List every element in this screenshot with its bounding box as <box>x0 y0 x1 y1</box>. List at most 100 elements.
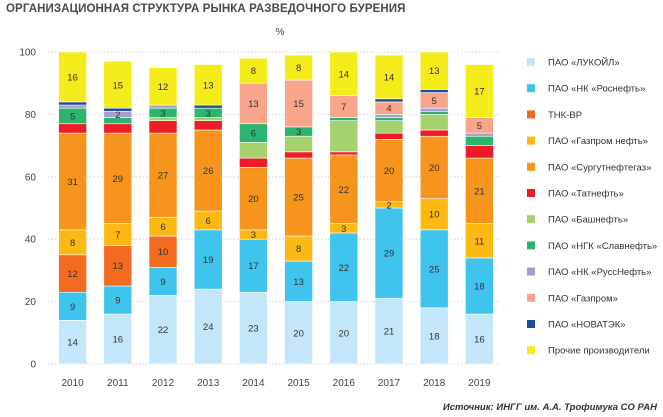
data-label: 22 <box>339 185 350 196</box>
data-label: 10 <box>429 210 440 221</box>
data-label: 9 <box>70 302 75 313</box>
legend-swatch <box>527 84 535 93</box>
bar-segment <box>239 142 268 159</box>
data-label: 3 <box>296 127 301 138</box>
bar-segment <box>419 89 449 93</box>
data-label: 16 <box>113 335 124 346</box>
data-label: 23 <box>248 324 259 335</box>
legend-swatch <box>527 110 535 119</box>
data-label: 20 <box>293 328 304 339</box>
x-tick-label: 2019 <box>468 378 491 389</box>
bar-segment <box>239 167 268 231</box>
bar-segment <box>58 51 87 103</box>
bar-segment <box>193 229 223 290</box>
bar-segment <box>284 54 313 81</box>
legend-label: ПАО «НК «РуссНефть» <box>548 267 651 278</box>
y-tick-label: 60 <box>25 172 37 183</box>
data-label: 2 <box>386 200 391 211</box>
legend-label: ПАО «Татнефть» <box>548 189 624 200</box>
data-label: 22 <box>158 325 169 336</box>
data-label: 5 <box>432 96 437 107</box>
data-label: 12 <box>158 82 169 93</box>
data-label: 15 <box>113 80 124 91</box>
data-label: 7 <box>115 230 120 241</box>
bar-segment <box>374 207 404 299</box>
bar-segment <box>465 135 494 146</box>
data-label: 13 <box>113 261 124 272</box>
legend-swatch <box>527 136 535 145</box>
x-tick-label: 2011 <box>107 378 129 389</box>
data-label: 31 <box>67 177 78 188</box>
chart-source: Источник: ИНГГ им. А.А. Трофимука СО РАН <box>442 402 657 413</box>
bar-segment <box>465 132 494 137</box>
data-label: 11 <box>474 236 484 247</box>
data-label: 27 <box>158 171 169 182</box>
x-tick-label: 2010 <box>61 378 84 389</box>
data-label: 4 <box>386 104 391 115</box>
bar-segment <box>148 120 178 134</box>
bar-segment <box>103 61 133 109</box>
x-tick-label: 2012 <box>152 378 175 389</box>
bar-segment <box>193 120 223 131</box>
legend-swatch <box>527 267 535 276</box>
legend-label: ПАО «НГК «Славнефть» <box>548 241 657 252</box>
bar-segment <box>239 57 268 84</box>
legend-swatch <box>527 293 535 302</box>
x-tick-label: 2017 <box>378 378 401 389</box>
bar-segment <box>465 223 494 259</box>
bar-segment <box>419 107 449 112</box>
data-label: 24 <box>203 322 214 333</box>
x-tick-label: 2013 <box>197 378 220 389</box>
data-label: 3 <box>251 230 256 241</box>
legend-label: ПАО «ЛУКОЙЛ» <box>548 57 620 69</box>
bar-segment <box>148 67 178 106</box>
data-label: 17 <box>248 261 259 272</box>
data-label: 3 <box>160 108 165 119</box>
data-label: 6 <box>160 222 165 233</box>
bar-segment <box>419 129 449 137</box>
data-label: 20 <box>248 194 259 205</box>
bar-segment <box>103 123 133 134</box>
bar-segment <box>193 104 223 109</box>
bar-segment <box>374 298 404 365</box>
data-label: 20 <box>384 166 395 177</box>
x-tick-label: 2014 <box>242 378 265 389</box>
bar-segment <box>419 114 449 131</box>
data-label: 8 <box>70 238 75 249</box>
x-tick-label: 2016 <box>333 378 356 389</box>
data-label: 5 <box>70 111 75 122</box>
bar-segment <box>465 157 494 224</box>
data-label: 18 <box>474 282 485 293</box>
bar-segment <box>329 51 359 96</box>
data-label: 13 <box>429 66 440 77</box>
bar-segment <box>465 64 494 118</box>
legend-label: ТНК-ВР <box>548 110 582 121</box>
data-label: 14 <box>384 72 395 83</box>
legend-label: Прочие производители <box>548 346 650 357</box>
data-label: 25 <box>429 264 440 275</box>
bar-segment <box>148 295 178 365</box>
bar-segment <box>148 266 178 296</box>
bar-segment <box>193 288 223 365</box>
data-label: 21 <box>384 327 395 338</box>
bar-segment <box>465 257 494 315</box>
chart-title: ОРГАНИЗАЦИОННАЯ СТРУКТУРА РЫНКА РАЗВЕДОЧ… <box>6 3 406 15</box>
data-label: 29 <box>384 249 395 260</box>
bar-segment <box>374 114 404 118</box>
y-axis-unit: % <box>276 27 285 38</box>
bar-segment <box>465 313 494 365</box>
bar-segment <box>374 98 404 103</box>
data-label: 2 <box>115 110 120 121</box>
bar-segment <box>419 51 449 90</box>
bar-segment <box>329 120 359 153</box>
y-tick-label: 0 <box>30 360 36 371</box>
bar-segment <box>329 151 359 156</box>
bar-segment <box>374 120 404 134</box>
data-label: 8 <box>251 66 256 77</box>
bar-segment <box>284 135 313 153</box>
data-label: 10 <box>158 247 169 258</box>
bar-segment <box>374 54 404 100</box>
bar-segment <box>284 157 313 237</box>
bar-segment <box>58 291 87 321</box>
